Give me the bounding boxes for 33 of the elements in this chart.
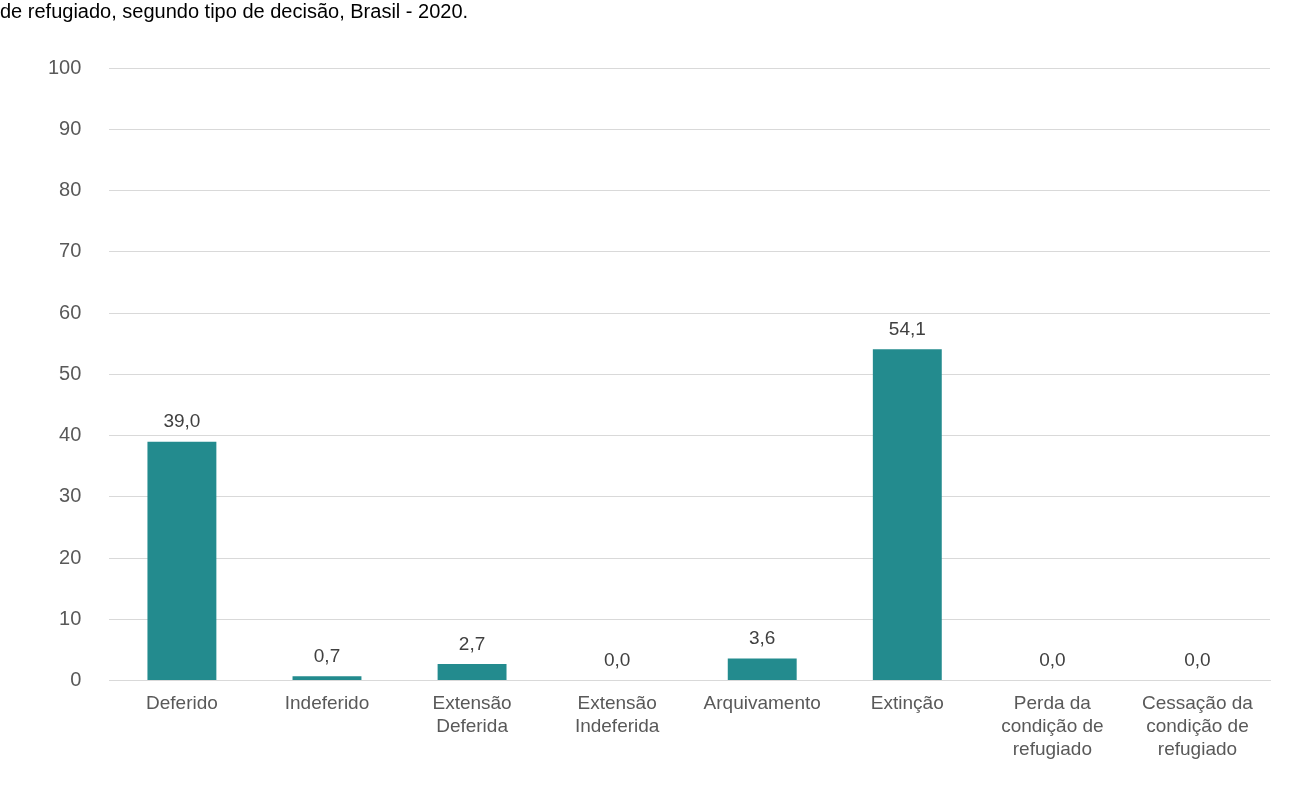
y-tick-label: 100 [47, 55, 82, 78]
x-tick-label: Indeferido [284, 692, 370, 714]
bar [147, 441, 217, 681]
data-label: 39,0 [163, 410, 201, 432]
x-tick-label: Arquivamento [703, 692, 821, 714]
y-tick-label: 60 [59, 300, 82, 323]
data-label: 54,1 [888, 317, 926, 339]
y-tick-label: 90 [59, 116, 82, 139]
x-tick-label: Extensão Indeferida [574, 692, 660, 737]
y-tick-label: 20 [59, 545, 82, 568]
data-label: 3,6 [749, 627, 776, 649]
chart-title: de refugiado, segundo tipo de decisão, Brasil - 2020. [0, 0, 469, 23]
data-label: 0,0 [603, 649, 631, 671]
data-label: 0,0 [1039, 649, 1066, 671]
x-tick-label: Cessação da condição de refugiado [1142, 692, 1254, 759]
x-tick-label: Perda da condição de refugiado [1001, 692, 1104, 759]
bar [292, 676, 362, 681]
x-tick-label: Extensão Deferida [432, 692, 512, 737]
y-tick-label: 70 [59, 239, 82, 262]
bar [437, 664, 507, 681]
y-tick-label: 50 [59, 361, 82, 384]
y-tick-label: 0 [70, 668, 82, 691]
bar [727, 658, 797, 681]
x-tick-label: Deferido [145, 692, 218, 714]
y-tick-label: 80 [59, 178, 82, 201]
data-label: 0,7 [313, 645, 341, 667]
y-tick-label: 30 [59, 484, 82, 507]
y-tick-label: 40 [59, 423, 82, 446]
bar [872, 349, 942, 681]
data-label: 2,7 [458, 632, 486, 654]
y-tick-label: 10 [59, 606, 82, 629]
data-label: 0,0 [1184, 649, 1211, 671]
x-tick-label: Extinção [870, 692, 944, 714]
